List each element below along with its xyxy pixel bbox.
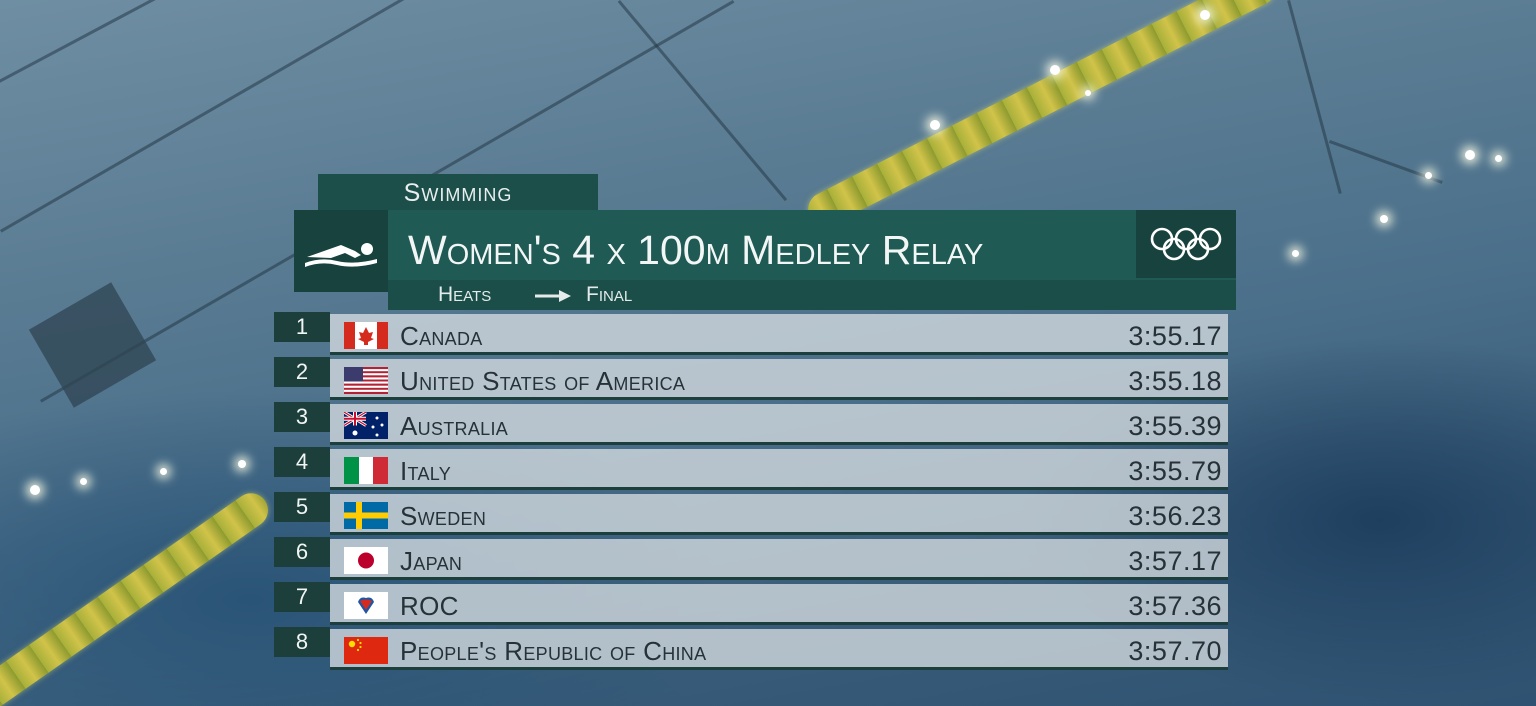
result-time: 3:55.39 xyxy=(1128,411,1222,441)
pool-light xyxy=(930,120,940,130)
result-row: 5 Sweden 3:56.23 xyxy=(274,492,1230,535)
country-name: Canada xyxy=(400,321,483,351)
rank: 6 xyxy=(274,537,330,567)
result-time: 3:57.36 xyxy=(1128,591,1222,621)
result-bar: Japan 3:57.17 xyxy=(330,539,1228,580)
phase-to: Final xyxy=(586,283,633,306)
result-time: 3:55.17 xyxy=(1128,321,1222,351)
italy-flag-icon xyxy=(344,457,388,484)
result-row: 6 Japan 3:57.17 xyxy=(274,537,1230,580)
usa-flag-icon xyxy=(344,367,388,394)
result-row: 3 Australia 3:55.39 xyxy=(274,402,1230,445)
result-time: 3:55.18 xyxy=(1128,366,1222,396)
country-name: ROC xyxy=(400,591,459,621)
event-header xyxy=(294,210,1236,292)
pool-light xyxy=(1380,215,1388,223)
china-flag-icon xyxy=(344,637,388,664)
rank: 2 xyxy=(274,357,330,387)
result-bar: ROC 3:57.36 xyxy=(330,584,1228,625)
pool-light xyxy=(80,478,87,485)
pool-light xyxy=(1465,150,1475,160)
pool-light xyxy=(1085,90,1091,96)
rank: 7 xyxy=(274,582,330,612)
result-row: 1 Canada 3:55.17 xyxy=(274,312,1230,355)
result-row: 4 Italy 3:55.79 xyxy=(274,447,1230,490)
sport-icon-box xyxy=(294,210,388,292)
pool-light xyxy=(238,460,246,468)
result-time: 3:55.79 xyxy=(1128,456,1222,486)
arrow-right-icon xyxy=(535,290,571,302)
result-row: 7 ROC 3:57.36 xyxy=(274,582,1230,625)
rank: 1 xyxy=(274,312,330,342)
lane-rope xyxy=(0,486,275,706)
pool-wall-block xyxy=(28,282,157,408)
tile-line xyxy=(617,0,788,202)
tile-line xyxy=(1287,0,1342,194)
result-time: 3:57.70 xyxy=(1128,636,1222,666)
country-name: People's Republic of China xyxy=(400,636,707,666)
result-time: 3:56.23 xyxy=(1128,501,1222,531)
result-bar: Canada 3:55.17 xyxy=(330,314,1228,355)
result-bar: People's Republic of China 3:57.70 xyxy=(330,629,1228,670)
rank: 3 xyxy=(274,402,330,432)
result-row: 2 United States of America 3:55.18 xyxy=(274,357,1230,400)
pool-light xyxy=(1292,250,1299,257)
result-bar: Sweden 3:56.23 xyxy=(330,494,1228,535)
result-bar: Australia 3:55.39 xyxy=(330,404,1228,445)
canada-flag-icon xyxy=(344,322,388,349)
country-name: United States of America xyxy=(400,366,686,396)
result-row: 8 People's Republic of China 3:57.70 xyxy=(274,627,1230,670)
pool-light xyxy=(30,485,40,495)
pool-light xyxy=(1050,65,1060,75)
result-bar: Italy 3:55.79 xyxy=(330,449,1228,490)
olympic-logo-box xyxy=(1136,210,1236,278)
result-time: 3:57.17 xyxy=(1128,546,1222,576)
discipline-tab: Swimming xyxy=(318,174,598,210)
pool-light xyxy=(1495,155,1502,162)
olympic-rings-icon xyxy=(1150,227,1222,261)
pool-light xyxy=(1200,10,1210,20)
pool-light xyxy=(160,468,167,475)
country-name: Australia xyxy=(400,411,509,441)
pool-light xyxy=(1425,172,1432,179)
rank: 8 xyxy=(274,627,330,657)
result-bar: United States of America 3:55.18 xyxy=(330,359,1228,400)
lane-rope xyxy=(802,0,1282,233)
country-name: Japan xyxy=(400,546,463,576)
discipline-label: Swimming xyxy=(403,179,513,207)
japan-flag-icon xyxy=(344,547,388,574)
phase-from: Heats xyxy=(438,283,492,306)
sweden-flag-icon xyxy=(344,502,388,529)
phase-bar: Heats Final xyxy=(388,280,1236,310)
rank: 5 xyxy=(274,492,330,522)
country-name: Italy xyxy=(400,456,452,486)
australia-flag-icon xyxy=(344,412,388,439)
event-title: Women's 4 x 100m Medley Relay xyxy=(408,227,984,273)
roc-flag-icon xyxy=(344,592,388,619)
swimmer-icon xyxy=(305,243,377,267)
country-name: Sweden xyxy=(400,501,487,531)
rank: 4 xyxy=(274,447,330,477)
